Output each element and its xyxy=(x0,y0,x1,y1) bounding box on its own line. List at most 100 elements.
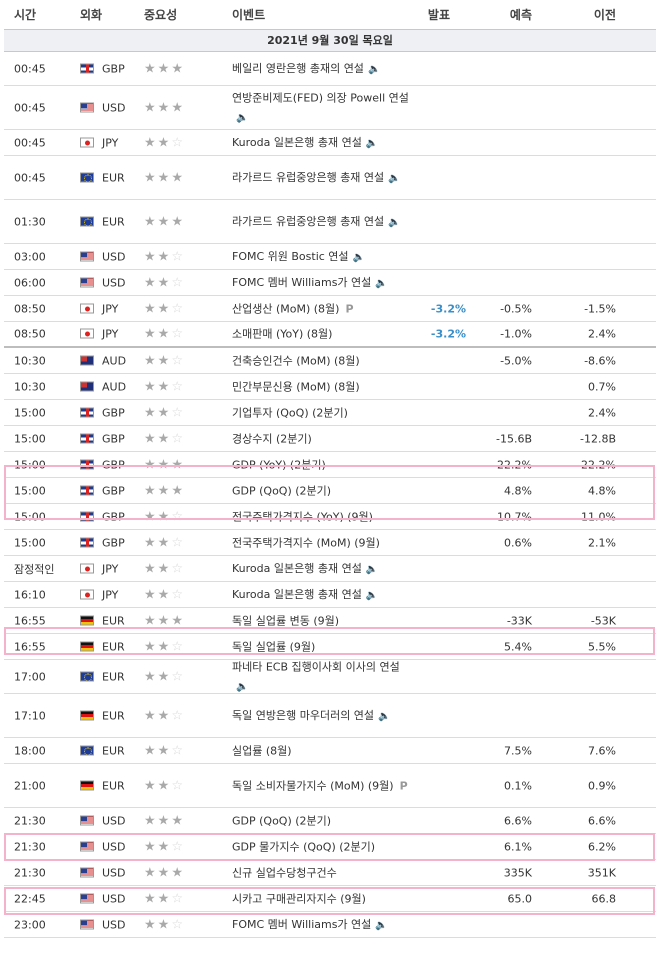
event-name[interactable]: 라가르드 유럽중앙은행 총재 연설 🔈 xyxy=(232,212,414,232)
header-time[interactable]: 시간 xyxy=(14,8,37,22)
table-row[interactable]: 03:00 USD ★★☆ FOMC 위원 Bostic 연설 🔈 xyxy=(4,244,656,270)
table-row[interactable]: 01:30 EUR ★★★ 라가르드 유럽중앙은행 총재 연설 🔈 xyxy=(4,200,656,244)
event-name[interactable]: 독일 실업률 변동 (9월) xyxy=(232,611,414,630)
event-title[interactable]: 독일 실업률 변동 (9월) xyxy=(232,614,340,627)
event-title[interactable]: Kuroda 일본은행 총재 연설 xyxy=(232,561,362,575)
table-row[interactable]: 08:50 JPY ★★☆ 소매판매 (YoY) (8월) -3.2% -1.0% 2.4% xyxy=(4,322,656,348)
event-name[interactable]: 기업투자 (QoQ) (2분기) xyxy=(232,403,414,422)
economic-calendar: 시간 외화 중요성 이벤트 발표 예측 이전 2021년 9월 30일 목요일 … xyxy=(4,0,656,938)
event-name[interactable]: 건축승인건수 (MoM) (8월) xyxy=(232,351,414,370)
event-name[interactable]: 민간부문신용 (MoM) (8월) xyxy=(232,377,414,396)
event-title[interactable]: 독일 연방은행 마우더러의 연설 xyxy=(232,708,375,722)
table-row[interactable]: 17:10 EUR ★★☆ 독일 연방은행 마우더러의 연설 🔈 xyxy=(4,694,656,738)
importance-stars: ★★☆ xyxy=(144,301,185,316)
table-row[interactable]: 21:30 USD ★★★ 신규 실업수당청구건수 335K 351K xyxy=(4,860,656,886)
header-forecast[interactable]: 예측 xyxy=(509,8,532,22)
event-name[interactable]: GDP 물가지수 (QoQ) (2분기) xyxy=(232,837,414,856)
event-title[interactable]: 독일 소비자물가지수 (MoM) (9월) xyxy=(232,779,394,792)
event-title[interactable]: 기업투자 (QoQ) (2분기) xyxy=(232,406,348,419)
event-name[interactable]: 독일 연방은행 마우더러의 연설 🔈 xyxy=(232,706,414,726)
event-name[interactable]: FOMC 위원 Bostic 연설 🔈 xyxy=(232,247,414,267)
event-name[interactable]: 베일리 영란은행 총재의 연설 🔈 xyxy=(232,59,414,79)
table-row[interactable]: 00:45 GBP ★★★ 베일리 영란은행 총재의 연설 🔈 xyxy=(4,52,656,86)
event-title[interactable]: GDP (YoY) (2분기) xyxy=(232,458,326,471)
event-title[interactable]: 건축승인건수 (MoM) (8월) xyxy=(232,354,360,367)
header-importance[interactable]: 중요성 xyxy=(144,8,178,22)
table-row[interactable]: 잠정적인 JPY ★★☆ Kuroda 일본은행 총재 연설 🔈 xyxy=(4,556,656,582)
table-row[interactable]: 16:55 EUR ★★☆ 독일 실업률 (9월) 5.4% 5.5% xyxy=(4,634,656,660)
event-title[interactable]: GDP (QoQ) (2분기) xyxy=(232,814,332,827)
table-row[interactable]: 00:45 JPY ★★☆ Kuroda 일본은행 총재 연설 🔈 xyxy=(4,130,656,156)
event-title[interactable]: 경상수지 (2분기) xyxy=(232,432,312,445)
table-row[interactable]: 10:30 AUD ★★☆ 민간부문신용 (MoM) (8월) 0.7% xyxy=(4,374,656,400)
table-row[interactable]: 15:00 GBP ★★★ GDP (YoY) (2분기) 22.2% 22.2% xyxy=(4,452,656,478)
header-actual[interactable]: 발표 xyxy=(427,8,450,22)
event-name[interactable]: 산업생산 (MoM) (8월) P xyxy=(232,299,414,318)
event-title[interactable]: 독일 실업률 (9월) xyxy=(232,640,316,653)
event-title[interactable]: 연방준비제도(FED) 의장 Powell 연설 xyxy=(232,91,409,104)
event-name[interactable]: GDP (QoQ) (2분기) xyxy=(232,481,414,500)
event-name[interactable]: 연방준비제도(FED) 의장 Powell 연설 🔈 xyxy=(232,88,414,127)
table-row[interactable]: 23:00 USD ★★☆ FOMC 멤버 Williams가 연설 🔈 xyxy=(4,912,656,938)
header-event[interactable]: 이벤트 xyxy=(232,8,266,22)
event-name[interactable]: GDP (YoY) (2분기) xyxy=(232,455,414,474)
event-title[interactable]: FOMC 멤버 Williams가 연설 xyxy=(232,917,372,931)
event-name[interactable]: 전국주택가격지수 (YoY) (9월) xyxy=(232,507,414,526)
event-title[interactable]: 라가르드 유럽중앙은행 총재 연설 xyxy=(232,170,385,184)
event-name[interactable]: GDP (QoQ) (2분기) xyxy=(232,811,414,830)
event-title[interactable]: FOMC 위원 Bostic 연설 xyxy=(232,249,349,263)
event-title[interactable]: 실업률 (8월) xyxy=(232,744,292,757)
event-name[interactable]: FOMC 멤버 Williams가 연설 🔈 xyxy=(232,915,414,935)
event-name[interactable]: Kuroda 일본은행 총재 연설 🔈 xyxy=(232,559,414,579)
table-row[interactable]: 00:45 USD ★★★ 연방준비제도(FED) 의장 Powell 연설🔈 xyxy=(4,86,656,130)
table-row[interactable]: 15:00 GBP ★★☆ 전국주택가격지수 (MoM) (9월) 0.6% 2.1% xyxy=(4,530,656,556)
table-row[interactable]: 15:00 GBP ★★☆ 경상수지 (2분기) -15.6B -12.8B xyxy=(4,426,656,452)
event-name[interactable]: Kuroda 일본은행 총재 연설 🔈 xyxy=(232,133,414,153)
event-title[interactable]: Kuroda 일본은행 총재 연설 xyxy=(232,587,362,601)
event-title[interactable]: 베일리 영란은행 총재의 연설 xyxy=(232,61,364,75)
event-title[interactable]: 시카고 구매관리자지수 (9월) xyxy=(232,892,366,905)
event-title[interactable]: GDP (QoQ) (2분기) xyxy=(232,484,332,497)
event-name[interactable]: 시카고 구매관리자지수 (9월) xyxy=(232,889,414,908)
event-name[interactable]: 소매판매 (YoY) (8월) xyxy=(232,325,414,344)
event-title[interactable]: FOMC 멤버 Williams가 연설 xyxy=(232,275,372,289)
event-title[interactable]: 파네타 ECB 집행이사회 이사의 연설 xyxy=(232,660,400,673)
table-row[interactable]: 00:45 EUR ★★★ 라가르드 유럽중앙은행 총재 연설 🔈 xyxy=(4,156,656,200)
importance-stars: ★★☆ xyxy=(144,353,185,368)
event-title[interactable]: 민간부문신용 (MoM) (8월) xyxy=(232,380,360,393)
event-title[interactable]: 전국주택가격지수 (MoM) (9월) xyxy=(232,536,380,549)
table-row[interactable]: 06:00 USD ★★☆ FOMC 멤버 Williams가 연설 🔈 xyxy=(4,270,656,296)
table-row[interactable]: 21:30 USD ★★☆ GDP 물가지수 (QoQ) (2분기) 6.1% 6.2% xyxy=(4,834,656,860)
table-row[interactable]: 17:00 EUR ★★☆ 파네타 ECB 집행이사회 이사의 연설🔈 xyxy=(4,660,656,694)
table-row[interactable]: 16:55 EUR ★★★ 독일 실업률 변동 (9월) -33K -53K xyxy=(4,608,656,634)
table-row[interactable]: 21:00 EUR ★★☆ 독일 소비자물가지수 (MoM) (9월) P 0.1% 0.9… xyxy=(4,764,656,808)
event-title[interactable]: 전국주택가격지수 (YoY) (9월) xyxy=(232,510,373,523)
event-name[interactable]: 독일 실업률 (9월) xyxy=(232,637,414,656)
event-name[interactable]: 전국주택가격지수 (MoM) (9월) xyxy=(232,533,414,552)
event-title[interactable]: 신규 실업수당청구건수 xyxy=(232,866,337,879)
table-row[interactable]: 16:10 JPY ★★☆ Kuroda 일본은행 총재 연설 🔈 xyxy=(4,582,656,608)
event-name[interactable]: 실업률 (8월) xyxy=(232,741,414,760)
event-name[interactable]: 라가르드 유럽중앙은행 총재 연설 🔈 xyxy=(232,168,414,188)
event-name[interactable]: Kuroda 일본은행 총재 연설 🔈 xyxy=(232,585,414,605)
table-row[interactable]: 15:00 GBP ★★☆ 전국주택가격지수 (YoY) (9월) 10.7% 11.0% xyxy=(4,504,656,530)
event-name[interactable]: FOMC 멤버 Williams가 연설 🔈 xyxy=(232,273,414,293)
event-title[interactable]: GDP 물가지수 (QoQ) (2분기) xyxy=(232,840,376,853)
event-name[interactable]: 독일 소비자물가지수 (MoM) (9월) P xyxy=(232,776,414,795)
table-row[interactable]: 15:00 GBP ★★☆ 기업투자 (QoQ) (2분기) 2.4% xyxy=(4,400,656,426)
event-title[interactable]: 산업생산 (MoM) (8월) xyxy=(232,302,340,315)
table-row[interactable]: 21:30 USD ★★★ GDP (QoQ) (2분기) 6.6% 6.6% xyxy=(4,808,656,834)
table-row[interactable]: 08:50 JPY ★★☆ 산업생산 (MoM) (8월) P -3.2% -0.5% -1.… xyxy=(4,296,656,322)
event-name[interactable]: 신규 실업수당청구건수 xyxy=(232,863,414,882)
header-currency[interactable]: 외화 xyxy=(80,8,103,22)
table-row[interactable]: 10:30 AUD ★★☆ 건축승인건수 (MoM) (8월) -5.0% -8.6% xyxy=(4,348,656,374)
header-previous[interactable]: 이전 xyxy=(593,8,616,22)
event-name[interactable]: 경상수지 (2분기) xyxy=(232,429,414,448)
event-name[interactable]: 파네타 ECB 집행이사회 이사의 연설 🔈 xyxy=(232,657,414,696)
event-title[interactable]: 라가르드 유럽중앙은행 총재 연설 xyxy=(232,214,385,228)
event-title[interactable]: 소매판매 (YoY) (8월) xyxy=(232,327,333,341)
event-title[interactable]: Kuroda 일본은행 총재 연설 xyxy=(232,135,362,149)
table-row[interactable]: 22:45 USD ★★☆ 시카고 구매관리자지수 (9월) 65.0 66.8 xyxy=(4,886,656,912)
table-row[interactable]: 15:00 GBP ★★★ GDP (QoQ) (2분기) 4.8% 4.8% xyxy=(4,478,656,504)
table-row[interactable]: 18:00 EUR ★★☆ 실업률 (8월) 7.5% 7.6% xyxy=(4,738,656,764)
